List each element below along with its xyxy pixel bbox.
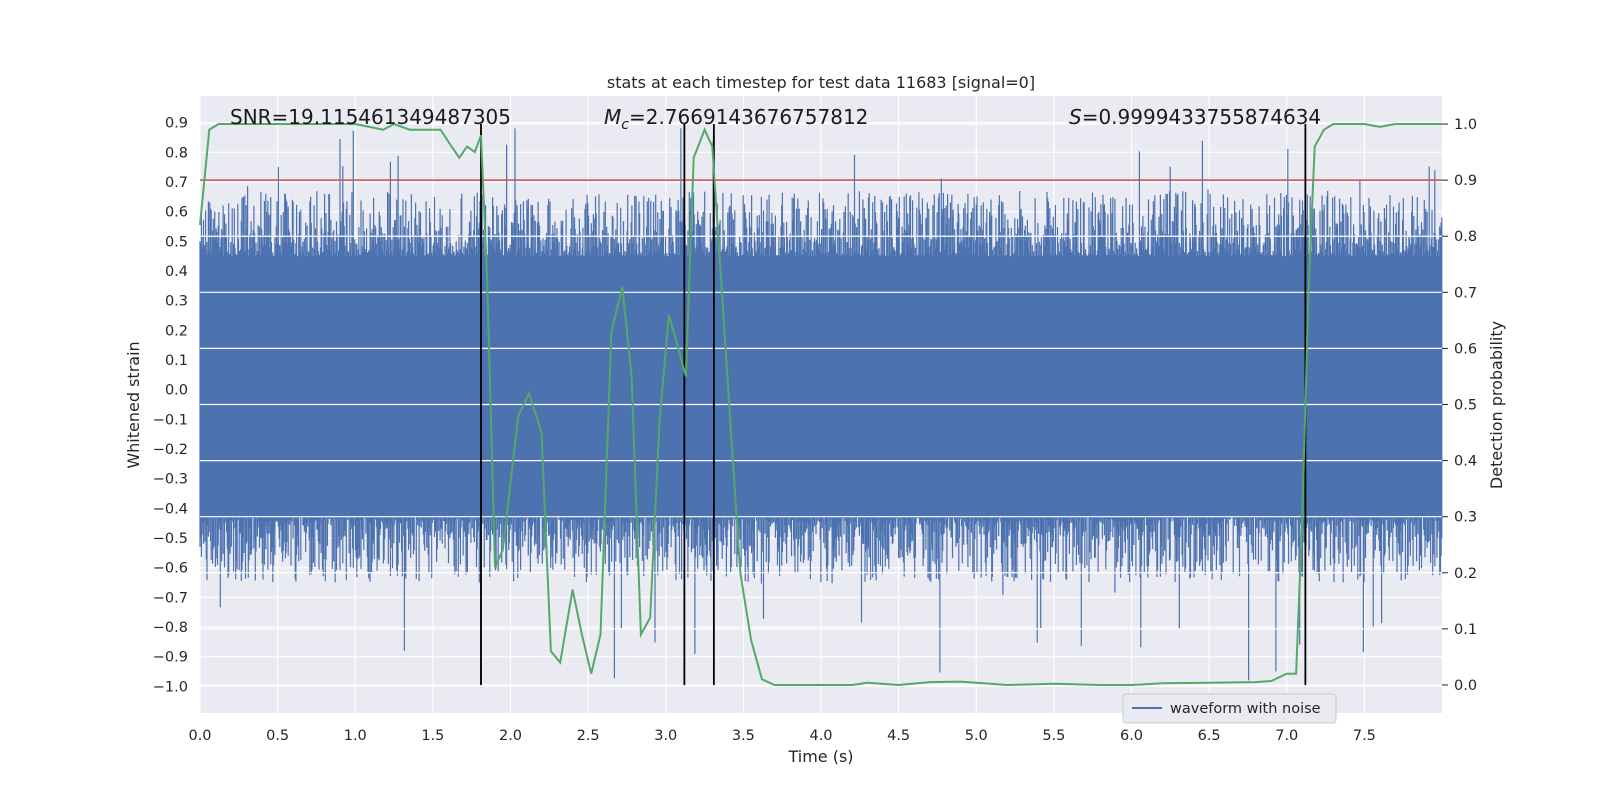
probability-line [199, 122, 1442, 687]
y-tick-label: 0.0 [165, 383, 188, 399]
x-tick-label: 4.5 [887, 728, 910, 744]
x-tick-label: 5.0 [965, 728, 988, 744]
y-tick-label: 0.5 [165, 234, 188, 250]
x-tick-label: 2.5 [577, 728, 600, 744]
y-tick-label: −0.8 [153, 620, 188, 636]
y2-tick-label: 0.1 [1454, 622, 1477, 638]
y2-tick-label: 0.8 [1454, 229, 1477, 245]
y2-axis-label: Detection probability [1487, 321, 1506, 489]
y2-tick-label: 1.0 [1454, 117, 1477, 133]
y-tick-label: 0.8 [165, 145, 188, 161]
probability-series [199, 122, 1442, 687]
snr-annotation: SNR=19.115461349487305 [230, 105, 511, 129]
x-tick-label: 7.0 [1275, 728, 1298, 744]
y2-tick-label: 0.9 [1454, 173, 1477, 189]
chart-title: stats at each timestep for test data 116… [607, 73, 1035, 92]
y-tick-label: 0.6 [165, 205, 188, 221]
y2-tick-label: 0.3 [1454, 510, 1477, 526]
y-tick-label: 0.2 [165, 323, 188, 339]
y-tick-label: −0.9 [153, 650, 188, 666]
y-tick-labels: 0.9 0.8 0.7 0.6 0.5 0.4 0.3 0.2 0.1 0.0 −0.1 −0.2 −0… [153, 116, 188, 696]
y2-tick-label: 0.2 [1454, 566, 1477, 582]
x-tick-labels: 0.0 0.5 1.0 1.5 2.0 2.5 3.0 3.5 4.0 4.5 5.0 5.5 6.0 6… [188, 728, 1375, 744]
x-tick-label: 7.5 [1353, 728, 1376, 744]
x-tick-label: 1.0 [344, 728, 367, 744]
y-tick-label: −0.3 [153, 472, 188, 488]
x-tick-label: 5.5 [1042, 728, 1065, 744]
y2-tick-label: 0.7 [1454, 285, 1477, 301]
y-tick-label: 0.3 [165, 294, 188, 310]
y-tick-label: 0.1 [165, 353, 188, 369]
y2-tick-label: 0.4 [1454, 454, 1477, 470]
y-tick-label: −0.6 [153, 561, 188, 577]
legend: waveform with noise [1122, 693, 1337, 724]
y-tick-label: 0.4 [165, 264, 188, 280]
x-tick-label: 4.0 [809, 728, 832, 744]
y-axis-label: Whitened strain [124, 341, 143, 468]
y-tick-label: 0.7 [165, 175, 188, 191]
x-axis-label: Time (s) [787, 747, 853, 766]
x-tick-label: 6.0 [1120, 728, 1143, 744]
chirp-mass-annotation: Mc=2.7669143676757812 [604, 105, 868, 133]
x-tick-label: 3.5 [732, 728, 755, 744]
y-tick-label: −0.5 [153, 531, 188, 547]
y-tick-label: 0.9 [165, 116, 188, 132]
y2-tick-label: 0.5 [1454, 398, 1477, 414]
y-tick-label: −0.2 [153, 442, 188, 458]
y-tick-label: −1.0 [153, 679, 188, 695]
x-tick-label: 2.0 [499, 728, 522, 744]
y-tick-label: −0.4 [153, 501, 188, 517]
legend-box [1122, 693, 1337, 724]
x-tick-label: 0.0 [188, 728, 211, 744]
x-tick-label: 3.0 [654, 728, 677, 744]
y2-tick-label: 0.6 [1454, 341, 1477, 357]
y2-tick-labels: 1.0 0.9 0.8 0.7 0.6 0.5 0.4 0.3 0.2 0.1 0.0 [1442, 117, 1477, 694]
y-tick-label: −0.7 [153, 590, 188, 606]
y2-tick-label: 0.0 [1454, 678, 1477, 694]
x-tick-label: 1.5 [421, 728, 444, 744]
x-tick-label: 6.5 [1198, 728, 1221, 744]
x-tick-label: 0.5 [266, 728, 289, 744]
y-tick-label: −0.1 [153, 412, 188, 428]
score-annotation: S=0.9999433755874634 [1069, 105, 1321, 129]
legend-label: waveform with noise [1170, 701, 1321, 717]
